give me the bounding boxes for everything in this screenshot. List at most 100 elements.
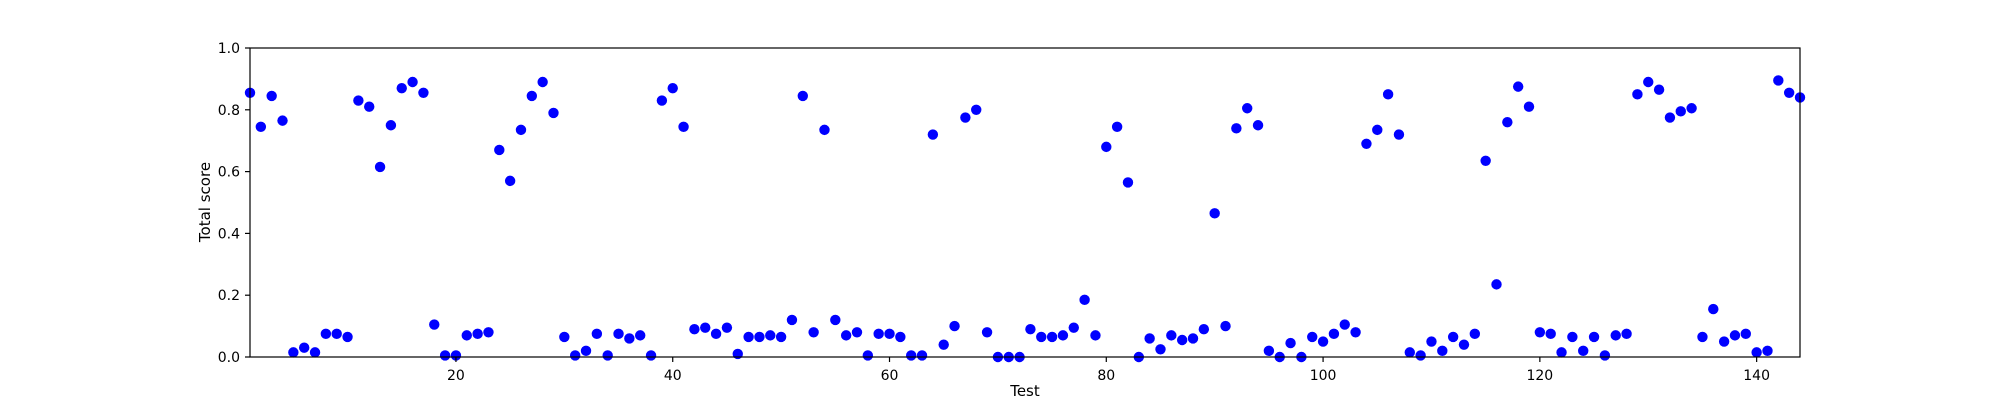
data-point xyxy=(678,121,689,132)
data-point xyxy=(461,330,472,341)
data-point xyxy=(548,107,559,119)
data-point xyxy=(1166,330,1177,341)
data-point xyxy=(808,327,819,338)
data-point xyxy=(754,331,765,343)
data-point xyxy=(1762,345,1773,357)
data-point xyxy=(624,333,635,344)
data-point xyxy=(1372,124,1383,136)
data-point xyxy=(797,90,808,102)
y-tick-label: 0.4 xyxy=(218,226,240,242)
data-point xyxy=(689,323,700,335)
data-point xyxy=(1198,323,1210,335)
data-point xyxy=(873,328,884,340)
data-point xyxy=(1740,328,1752,340)
data-point xyxy=(927,129,939,140)
data-point xyxy=(559,331,570,343)
data-point xyxy=(721,322,733,333)
data-point xyxy=(1458,339,1470,350)
data-point xyxy=(1599,350,1611,361)
x-tick-label: 120 xyxy=(1526,368,1553,384)
data-point xyxy=(1339,319,1350,330)
data-point xyxy=(1090,330,1101,341)
data-point xyxy=(364,101,375,112)
y-tick-label: 0.8 xyxy=(218,103,240,119)
y-tick-label: 1.0 xyxy=(218,41,240,57)
x-axis: 20 40 60 80 100 120 140 xyxy=(447,357,1770,384)
data-point xyxy=(1155,344,1166,355)
data-point xyxy=(1361,138,1372,149)
data-point xyxy=(537,76,548,88)
data-point xyxy=(298,342,310,353)
data-point xyxy=(884,328,895,340)
data-point xyxy=(613,328,624,340)
data-point xyxy=(819,124,830,136)
data-point xyxy=(1556,347,1567,358)
data-point xyxy=(1502,116,1513,128)
data-point xyxy=(656,95,668,106)
data-point xyxy=(1708,303,1719,315)
data-point xyxy=(494,144,505,156)
data-point xyxy=(1545,328,1556,340)
data-point xyxy=(1783,87,1795,99)
data-point xyxy=(775,331,787,343)
data-point xyxy=(1664,112,1676,123)
data-point xyxy=(1567,331,1578,343)
data-point xyxy=(580,345,592,357)
data-point xyxy=(1317,336,1329,347)
data-point xyxy=(1350,327,1361,338)
data-point xyxy=(938,339,949,350)
data-point xyxy=(1610,330,1621,341)
data-point xyxy=(1307,331,1318,343)
data-point xyxy=(1632,89,1643,100)
data-point xyxy=(320,328,332,340)
data-point xyxy=(1144,333,1155,344)
data-point xyxy=(1046,331,1058,343)
data-point xyxy=(1382,89,1394,100)
data-point xyxy=(1447,331,1459,343)
y-tick-label: 0.6 xyxy=(218,165,240,181)
data-point xyxy=(526,90,538,102)
data-point xyxy=(591,328,603,340)
data-point xyxy=(439,350,451,361)
data-point xyxy=(645,350,657,361)
data-point xyxy=(1773,75,1784,86)
data-point xyxy=(1729,330,1741,341)
data-point xyxy=(1393,129,1405,140)
data-point xyxy=(483,327,494,338)
data-point xyxy=(840,330,852,341)
data-point xyxy=(1220,320,1231,332)
data-point xyxy=(1697,331,1708,343)
data-point xyxy=(277,115,288,126)
y-axis-label: Total score xyxy=(196,162,214,243)
data-point xyxy=(255,121,267,132)
data-point xyxy=(1285,337,1296,349)
data-point xyxy=(385,120,397,131)
data-point xyxy=(1068,322,1079,333)
data-point xyxy=(504,175,516,187)
data-point xyxy=(960,112,971,123)
data-point xyxy=(1751,347,1762,358)
data-point xyxy=(1111,121,1123,132)
data-point xyxy=(309,347,321,358)
data-point xyxy=(851,327,863,338)
data-points xyxy=(244,75,1806,363)
data-point xyxy=(429,319,440,330)
y-axis: 0.0 0.2 0.4 0.6 0.8 1.0 xyxy=(218,41,250,366)
data-point xyxy=(472,328,483,340)
data-point xyxy=(515,124,527,136)
data-point xyxy=(1328,328,1340,340)
data-point xyxy=(1036,331,1047,343)
x-tick-label: 40 xyxy=(664,368,682,384)
data-point xyxy=(700,322,711,333)
data-point xyxy=(1079,294,1090,306)
data-point xyxy=(949,320,960,332)
data-point xyxy=(1404,347,1415,358)
data-point xyxy=(1512,81,1524,92)
data-point xyxy=(1437,345,1448,357)
data-point xyxy=(1242,103,1253,114)
data-point xyxy=(1653,84,1665,95)
data-point xyxy=(1469,328,1481,340)
data-point xyxy=(1122,177,1134,188)
data-point xyxy=(895,331,906,343)
data-point xyxy=(1621,328,1632,340)
